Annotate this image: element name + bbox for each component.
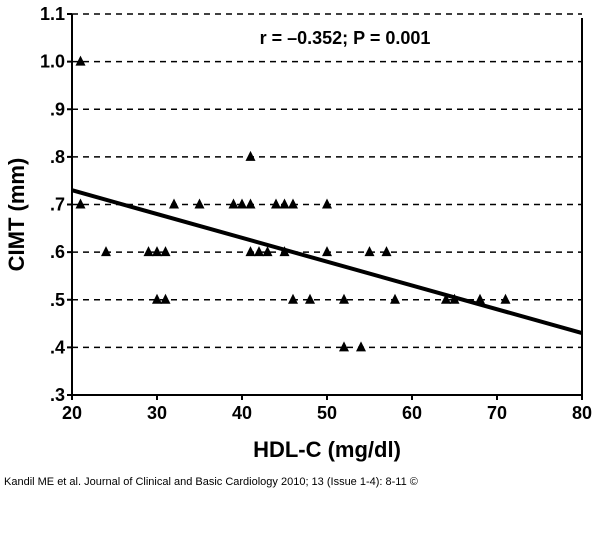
data-point <box>390 293 400 304</box>
data-point <box>339 341 349 352</box>
data-point <box>152 246 162 257</box>
x-tick-label: 30 <box>147 403 167 423</box>
data-point <box>254 246 264 257</box>
y-tick-label: .8 <box>50 147 65 167</box>
data-point <box>143 246 154 257</box>
data-point <box>449 293 460 304</box>
data-point <box>228 198 239 209</box>
data-point <box>381 246 392 257</box>
data-point <box>279 246 290 257</box>
y-tick-label: .3 <box>50 385 65 405</box>
data-point <box>75 55 86 66</box>
data-point <box>322 246 332 257</box>
scatter-chart: .3 .4 .5 .6 .7 .8 .9 1.0 1.1 20 30 40 50 60 70 80 r = –0… <box>4 4 592 462</box>
x-tick-label: 80 <box>572 403 592 423</box>
data-point <box>262 246 273 257</box>
y-tick-label: .4 <box>50 337 65 357</box>
data-point <box>101 246 111 257</box>
data-point <box>441 293 451 304</box>
data-point <box>160 293 171 304</box>
data-point <box>322 198 332 209</box>
x-tick-label: 60 <box>402 403 422 423</box>
data-point <box>237 198 247 209</box>
data-point <box>279 198 290 209</box>
correlation-annotation: r = –0.352; P = 0.001 <box>260 28 431 48</box>
data-point <box>75 198 86 209</box>
data-point <box>271 198 281 209</box>
data-point <box>500 293 511 304</box>
data-point <box>245 246 256 257</box>
data-point <box>194 198 205 209</box>
x-tick-label: 50 <box>317 403 337 423</box>
y-tick-label: .6 <box>50 242 65 262</box>
data-point <box>288 293 298 304</box>
data-point <box>305 293 315 304</box>
x-tick-label: 70 <box>487 403 507 423</box>
data-point <box>160 246 171 257</box>
y-tick-label: .7 <box>50 195 65 215</box>
y-tick-label: .9 <box>50 99 65 119</box>
data-point <box>152 293 162 304</box>
x-axis-label: HDL-C (mg/dl) <box>253 437 401 462</box>
x-tick-label: 20 <box>62 403 82 423</box>
y-tick-label: 1.1 <box>40 4 65 24</box>
data-point <box>356 341 366 352</box>
x-tick-label: 40 <box>232 403 252 423</box>
y-tick-label: .5 <box>50 290 65 310</box>
data-point <box>364 246 375 257</box>
data-point <box>245 150 256 161</box>
citation-caption: Kandil ME et al. Journal of Clinical and… <box>4 476 418 488</box>
data-point <box>288 198 298 209</box>
y-tick-label: 1.0 <box>40 52 65 72</box>
data-point <box>475 293 485 304</box>
data-point <box>245 198 256 209</box>
y-axis-label: CIMT (mm) <box>4 158 29 272</box>
regression-line <box>71 188 583 336</box>
data-point <box>169 198 179 209</box>
data-point <box>339 293 349 304</box>
